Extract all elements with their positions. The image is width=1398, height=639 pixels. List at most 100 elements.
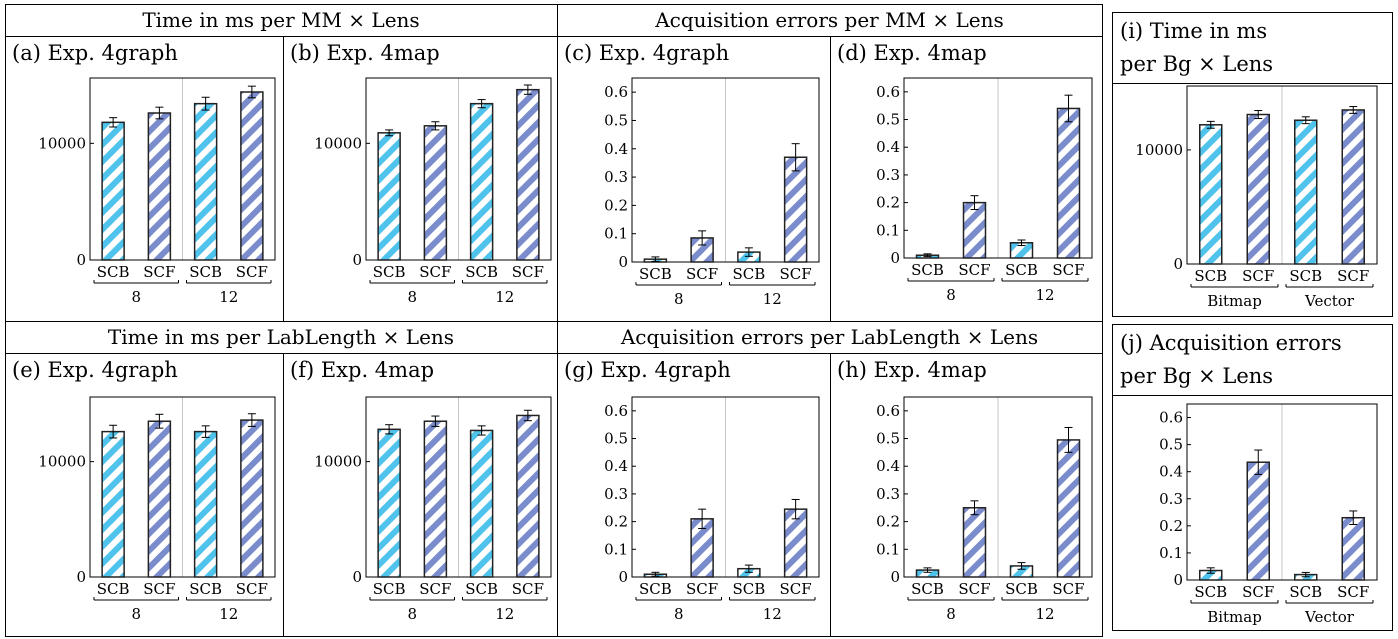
y-tick-label: 0.4 (876, 457, 900, 475)
y-tick-label: 0.5 (876, 111, 900, 129)
plot-frame (89, 77, 276, 261)
panel-label-b: (b) Exp. 4map (290, 41, 440, 65)
y-tick-label: 0 (618, 253, 628, 271)
group-label: 12 (763, 605, 782, 623)
x-category-label: SCB (732, 580, 765, 598)
bar-scf (1246, 113, 1270, 265)
y-tick-label: 10000 (38, 134, 86, 152)
y-tick-label: 0.6 (604, 83, 628, 101)
x-category-label: SCB (639, 580, 672, 598)
bar-scf (516, 88, 540, 261)
panel-label-a: (a) Exp. 4graph (12, 41, 178, 65)
group-label: 12 (219, 605, 238, 623)
panel-label-i-line2: per Bg × Lens (1120, 52, 1274, 76)
y-tick-label: 0 (76, 568, 86, 586)
x-category-label: SCF (143, 580, 175, 598)
bar-scf (516, 414, 540, 578)
y-tick-label: 0.2 (604, 196, 628, 214)
y-tick-label: 0.4 (876, 138, 900, 156)
section-title-acq-mm: Acquisition errors per MM × Lens (655, 8, 1004, 32)
y-tick-label: 0.6 (876, 83, 900, 101)
x-category-label: SCF (958, 261, 990, 279)
x-category-label: SCB (189, 263, 222, 281)
y-tick-label: 0.3 (876, 166, 900, 184)
bar-scb (469, 429, 494, 578)
section-title-acq-lablength: Acquisition errors per LabLength × Lens (620, 325, 1039, 349)
y-tick-label: 10000 (38, 453, 86, 471)
y-tick-label: 0.3 (1159, 490, 1183, 508)
y-tick-label: 0.6 (1159, 409, 1183, 427)
plot-frame (89, 396, 276, 578)
y-tick-label: 10000 (314, 453, 362, 471)
y-tick-label: 0.5 (1159, 436, 1183, 454)
x-category-label: SCF (1337, 583, 1369, 601)
group-label: 8 (407, 605, 417, 623)
y-tick-label: 10000 (314, 134, 362, 152)
bar-scf (1341, 516, 1365, 581)
x-category-label: SCF (1052, 580, 1084, 598)
x-category-label: SCF (236, 580, 268, 598)
group-label: 8 (407, 288, 417, 306)
group-label: 12 (495, 605, 514, 623)
y-tick-label: 0 (890, 568, 900, 586)
plot-frame (1186, 85, 1378, 265)
group-label: Vector (1304, 608, 1355, 626)
y-tick-label: 0 (618, 568, 628, 586)
x-category-label: SCF (780, 265, 812, 283)
plot-frame (903, 396, 1093, 578)
x-category-label: SCB (1289, 267, 1322, 285)
group-label: 8 (674, 605, 684, 623)
panel-label-e: (e) Exp. 4graph (12, 358, 178, 382)
y-tick-label: 0.4 (604, 140, 628, 158)
plot-frame (903, 77, 1093, 259)
x-category-label: SCB (373, 580, 406, 598)
y-tick-label: 0.3 (604, 485, 628, 503)
bar-scf (1246, 461, 1270, 581)
y-tick-label: 0.2 (876, 513, 900, 531)
y-tick-label: 0.4 (1159, 463, 1183, 481)
panel-label-d: (d) Exp. 4map (837, 41, 987, 65)
y-tick-label: 0 (352, 251, 362, 269)
group-label: Bitmap (1207, 608, 1262, 626)
x-category-label: SCF (419, 263, 451, 281)
y-tick-label: 0.4 (604, 457, 628, 475)
x-category-label: SCF (958, 580, 990, 598)
x-category-label: SCF (419, 580, 451, 598)
plot-frame (365, 77, 552, 261)
bar-scf (423, 125, 448, 261)
group-label: 8 (674, 290, 684, 308)
x-category-label: SCF (1052, 261, 1084, 279)
x-category-label: SCF (686, 580, 718, 598)
x-category-label: SCB (1005, 580, 1038, 598)
group-label: 8 (131, 288, 141, 306)
panel-label-c: (c) Exp. 4graph (564, 41, 730, 65)
y-tick-label: 0.6 (876, 402, 900, 420)
section-title-time-lablength: Time in ms per LabLength × Lens (107, 325, 455, 349)
bar-scb (101, 430, 125, 578)
bar-scb (193, 430, 218, 578)
plot-frame (365, 396, 552, 578)
group-label: 12 (763, 290, 782, 308)
x-category-label: SCB (911, 261, 944, 279)
bar-scb (377, 428, 401, 578)
bar-scb (101, 121, 125, 261)
bar-scf (240, 419, 264, 578)
y-tick-label: 0.2 (604, 513, 628, 531)
panel-label-h: (h) Exp. 4map (837, 358, 987, 382)
bar-scf (962, 201, 987, 259)
y-tick-label: 0.1 (604, 225, 628, 243)
panel-label-g: (g) Exp. 4graph (564, 358, 731, 382)
x-category-label: SCB (1289, 583, 1322, 601)
x-category-label: SCF (512, 580, 544, 598)
y-tick-label: 0.5 (604, 111, 628, 129)
y-tick-label: 0 (76, 251, 86, 269)
x-category-label: SCF (1242, 267, 1274, 285)
y-tick-label: 0.3 (604, 168, 628, 186)
